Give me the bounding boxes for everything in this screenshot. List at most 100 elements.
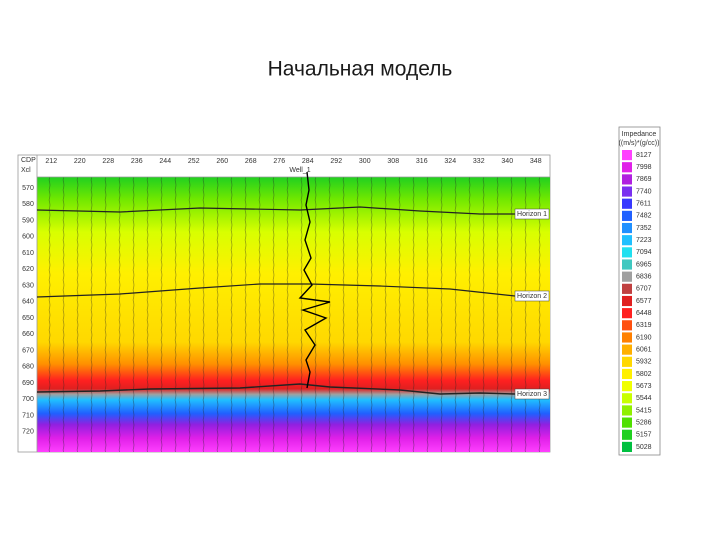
color-swatch	[622, 320, 632, 331]
horizon-tag	[514, 290, 550, 302]
corner-label: Xcl	[21, 167, 31, 174]
cdp-label: 300	[359, 158, 371, 165]
colorbar-unit: ((m/s)*(g/cc))	[619, 140, 660, 147]
colorbar-label: 5028	[636, 444, 652, 451]
wiggle-traces	[37, 177, 550, 452]
colorbar-label: 7352	[636, 225, 652, 232]
color-swatch	[622, 429, 632, 440]
color-swatch	[622, 417, 632, 428]
colorbar-label: 7740	[636, 188, 652, 195]
horizon-line	[36, 383, 516, 395]
color-swatch	[622, 210, 632, 221]
colorbar-title: Impedance	[622, 131, 657, 138]
colorbar-label: 6061	[636, 346, 652, 353]
color-swatch	[622, 186, 632, 197]
color-swatch	[622, 308, 632, 319]
colorbar-label: 5673	[636, 383, 652, 390]
colorbar-label: 5157	[636, 432, 652, 439]
time-label: 690	[22, 380, 34, 387]
horizon-line	[36, 206, 515, 215]
color-swatch	[622, 150, 632, 161]
time-label: 620	[22, 266, 34, 273]
colorbar-label: 7998	[636, 164, 652, 171]
cdp-label: 212	[45, 158, 57, 165]
time-label: 640	[22, 299, 34, 306]
color-swatch	[622, 283, 632, 294]
color-swatch	[622, 393, 632, 404]
color-swatch	[622, 368, 632, 380]
colorbar-label: 7869	[636, 176, 652, 183]
color-swatch	[622, 356, 632, 367]
color-swatch	[622, 381, 632, 392]
horizon-label: Horizon 1	[517, 211, 547, 218]
horizon-line	[36, 283, 516, 298]
color-swatch	[622, 198, 632, 209]
cdp-label: 268	[245, 158, 257, 165]
color-swatch	[622, 222, 632, 234]
colorbar-label: 7223	[636, 237, 652, 244]
cdp-label: 340	[501, 158, 513, 165]
time-label: 610	[22, 250, 34, 257]
color-swatch	[622, 259, 632, 270]
color-swatch	[622, 295, 632, 307]
cdp-label: 324	[444, 158, 456, 165]
color-swatch	[622, 405, 632, 416]
seismic-section	[17, 154, 551, 453]
colorbar-label: 5544	[636, 395, 652, 402]
time-label: 720	[22, 429, 34, 436]
time-label: 670	[22, 347, 34, 354]
time-label: 630	[22, 282, 34, 289]
cdp-label: 220	[74, 158, 86, 165]
horizon-label: Horizon 3	[517, 391, 547, 398]
cdp-label: 252	[188, 158, 200, 165]
colorbar-label: 5802	[636, 371, 652, 378]
time-label: 600	[22, 234, 34, 241]
well-label: Well_1	[289, 167, 310, 174]
colorbar-label: 6965	[636, 261, 652, 268]
horizon-label: Horizon 2	[517, 293, 547, 300]
well-log	[298, 171, 331, 389]
horizon-tag	[514, 388, 550, 400]
time-label: 710	[22, 412, 34, 419]
cdp-label: 260	[216, 158, 228, 165]
cdp-label: 316	[416, 158, 428, 165]
color-swatch	[622, 271, 632, 282]
colorbar-label: 8127	[636, 152, 652, 159]
time-label: 590	[22, 217, 34, 224]
cdp-label: 308	[387, 158, 399, 165]
slide-title: Начальная модель	[268, 58, 453, 81]
time-label: 650	[22, 315, 34, 322]
colorbar-label: 6577	[636, 298, 652, 305]
colorbar-label: 5415	[636, 407, 652, 414]
cdp-label: 276	[273, 158, 285, 165]
cdp-label: 348	[530, 158, 542, 165]
colorbar-label: 5286	[636, 419, 652, 426]
cdp-label: 236	[131, 158, 143, 165]
colorbar-label: 5932	[636, 359, 652, 366]
color-swatch	[622, 441, 632, 452]
color-swatch	[622, 162, 632, 173]
colorbar-label: 6836	[636, 274, 652, 281]
colorbar-label: 6190	[636, 334, 652, 341]
color-swatch	[622, 344, 632, 355]
time-label: 660	[22, 331, 34, 338]
time-label: 700	[22, 396, 34, 403]
time-label: 570	[22, 185, 34, 192]
colorbar-label: 6707	[636, 286, 652, 293]
color-swatch	[622, 247, 632, 258]
colorbar-label: 6448	[636, 310, 652, 317]
cdp-label: 292	[330, 158, 342, 165]
time-label: 580	[22, 201, 34, 208]
cdp-label: 244	[159, 158, 171, 165]
time-label: 680	[22, 364, 34, 371]
color-swatch	[622, 235, 632, 246]
cdp-label: 284	[302, 158, 314, 165]
cdp-label: 228	[102, 158, 114, 165]
horizon-tag	[514, 208, 550, 220]
color-swatch	[622, 332, 632, 343]
color-swatch	[622, 174, 632, 185]
corner-label: CDP	[21, 157, 36, 164]
colorbar-label: 7482	[636, 213, 652, 220]
colorbar-label: 7611	[636, 201, 651, 208]
